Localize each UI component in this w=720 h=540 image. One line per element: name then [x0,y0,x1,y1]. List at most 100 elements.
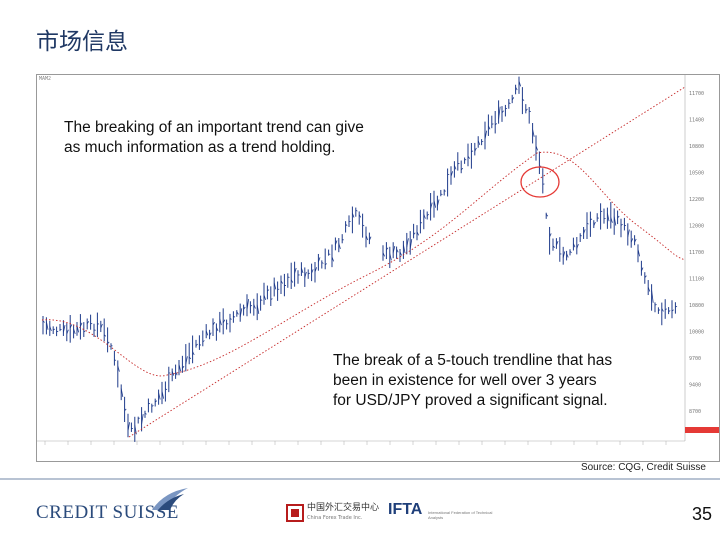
price-bar-tick [158,392,161,400]
annotation-top-line-1: The breaking of an important trend can g… [64,119,364,136]
price-bar-tick [49,326,52,332]
slide-title: 市场信息 [36,29,128,55]
price-axis-tick-label: 11400 [689,118,704,124]
price-bar-tick [590,218,593,221]
price-bar-tick [324,263,328,265]
moving-average-line [41,151,686,377]
price-axis-tick-label: 9700 [689,356,701,362]
price-bar-tick [552,245,555,248]
price-bar-tick [525,108,528,112]
price-axis-tick-label: 11700 [689,250,704,256]
price-bar-tick [345,223,348,226]
price-bar-tick [209,332,212,336]
price-bar-tick [273,282,277,290]
price-bar-tick [352,213,355,218]
price-bar-tick [69,324,73,329]
price-bar-tick [362,224,365,227]
price-bar-tick [535,145,538,151]
price-bar-tick [651,289,654,303]
price-bar-tick [409,239,413,250]
price-bar-tick [444,190,446,192]
price-bar-tick [253,304,256,309]
price-bar-tick [66,329,69,335]
price-bar-tick [549,233,552,238]
price-bar-tick [562,251,566,258]
partner-logo: 中国外汇交易中心 China Forex Trade Inc. [286,500,379,526]
price-bar-tick [192,351,195,356]
price-bar-tick [593,221,596,226]
price-bar-tick [501,110,504,114]
price-bar-tick [304,271,307,278]
price-bar-tick [229,318,232,320]
ifta-subtitle: International Federation of Technical An… [428,510,493,520]
price-bar-tick [73,328,76,335]
price-bar-tick [338,243,341,250]
price-bar-tick [498,106,501,119]
partner-name: 中国外汇交易中心 China Forex Trade Inc. [307,503,379,523]
price-bar-tick [610,217,613,223]
price-bar-tick [392,245,396,253]
price-bar-tick [294,267,297,274]
price-axis-tick-label: 10500 [689,171,704,177]
price-bar-tick [107,341,110,344]
price-bar-tick [219,318,222,326]
price-bar-tick [586,222,589,225]
chart-canvas: 11700 11400 10800 10500 12200 12000 11700 11100… [37,75,719,445]
price-bar-tick [518,80,521,87]
price-axis-tick-label: 11700 [689,91,704,97]
price-bar-tick [246,298,249,310]
price-bar-tick [671,309,674,312]
price-bar-tick [566,253,569,258]
price-bar-tick [630,238,634,243]
price-bar-tick [647,287,651,292]
price-bar-tick [430,202,433,209]
price-bar-tick [144,412,147,415]
price-bar-tick [464,158,467,161]
price-bar-tick [318,257,321,263]
price-bar-tick [185,356,188,365]
price-bar-tick [175,371,178,376]
price-bar-tick [124,408,127,412]
price-bar-tick [178,364,181,372]
price-bar-tick [494,123,498,126]
price-bar-tick [314,267,317,273]
price-bar-tick [280,280,283,284]
price-bar-tick [658,309,661,311]
price-bar-tick [620,223,623,226]
trend-break-circle [520,166,560,198]
price-bar-tick [355,209,358,212]
price-bar-tick [545,214,549,217]
annotation-bottom-line-2: been in existence for well over 3 years [333,372,597,389]
price-bar-tick [188,356,192,360]
price-bar-tick [239,308,243,318]
price-bar-tick [331,256,334,262]
price-bar-tick [250,305,253,307]
price-bar-tick [365,235,368,241]
price-bar-tick [148,402,151,405]
price-bar-tick [321,262,324,264]
price-bar-tick [403,244,406,254]
price-axis-tick-label: 10800 [689,144,704,150]
price-bar-tick [627,229,630,238]
price-bar-tick [399,251,402,256]
last-price-marker [685,427,719,433]
price-bar-tick [467,155,470,159]
price-bar-tick [644,275,647,278]
price-bar-tick [222,319,226,324]
price-bar-tick [573,243,576,248]
price-bar-tick [454,165,457,170]
source-note: Source: CQG, Credit Suisse [580,462,706,473]
price-bar-tick [668,310,671,313]
price-chart: 11700 11400 10800 10500 12200 12000 11700 11100… [36,74,720,462]
price-bar-tick [433,199,436,208]
price-bar-tick [154,400,158,403]
price-bar-tick [413,232,416,235]
price-bar-tick [416,231,419,236]
price-bar-tick [576,244,579,249]
page-number: 35 [691,504,712,524]
price-bar-tick [613,216,617,226]
price-bar-tick [216,327,219,332]
price-bar-tick [654,304,657,306]
price-bar-tick [52,328,56,331]
price-bar-tick [617,215,620,219]
